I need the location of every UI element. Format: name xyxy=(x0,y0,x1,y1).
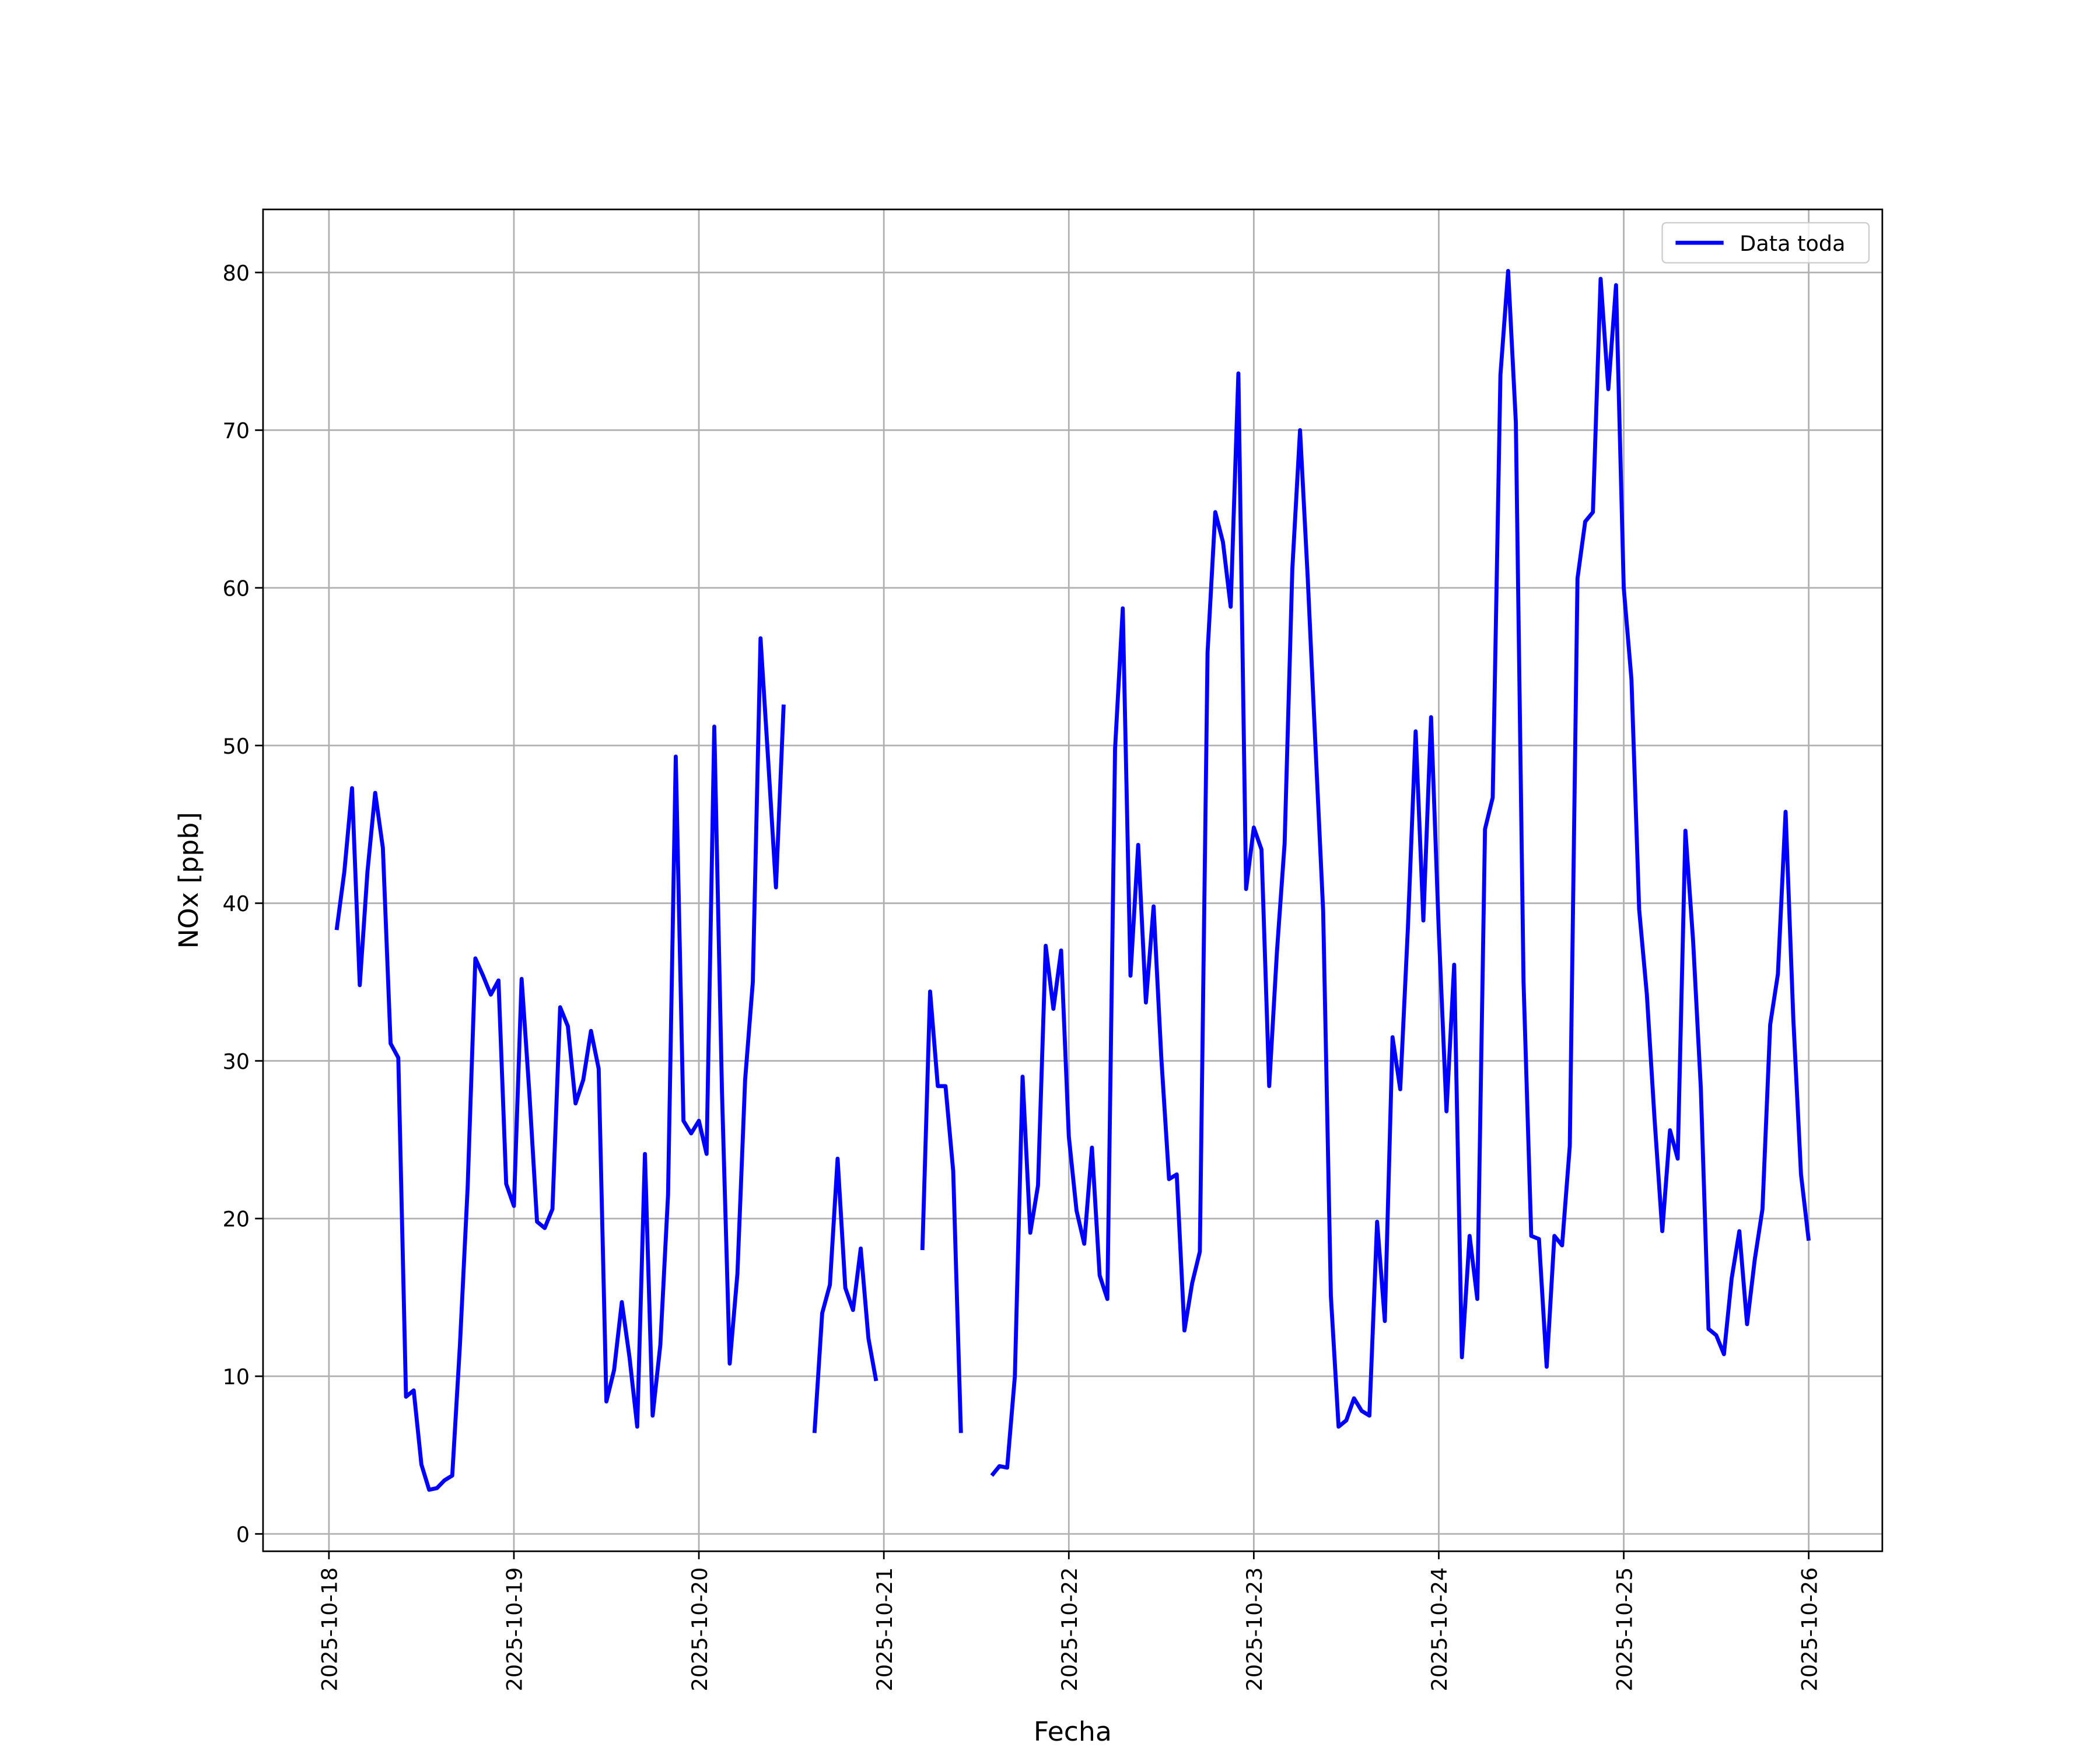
plot-frame xyxy=(262,208,1884,1552)
x-tick-label: 2025-10-19 xyxy=(502,1567,527,1692)
y-tick-label: 80 xyxy=(223,261,250,286)
x-tick-label: 2025-10-21 xyxy=(872,1567,897,1692)
y-tick-label: 0 xyxy=(236,1522,250,1547)
y-tick-label: 10 xyxy=(223,1364,250,1390)
x-tick-label: 2025-10-20 xyxy=(687,1567,712,1692)
y-tick-label: 70 xyxy=(223,418,250,443)
legend-box xyxy=(1661,222,1870,264)
y-tick-label: 20 xyxy=(223,1207,250,1232)
x-tick-label: 2025-10-18 xyxy=(317,1567,342,1692)
y-tick-label: 40 xyxy=(223,891,250,916)
y-tick-label: 50 xyxy=(223,734,250,759)
x-tick-label: 2025-10-24 xyxy=(1427,1567,1452,1692)
data-line xyxy=(334,268,1811,1492)
legend: Data toda xyxy=(1661,222,1870,264)
x-tick-label: 2025-10-22 xyxy=(1057,1567,1082,1692)
x-tick-label: 2025-10-26 xyxy=(1797,1567,1822,1692)
x-tick-label: 2025-10-23 xyxy=(1242,1567,1267,1692)
x-axis-label: Fecha xyxy=(1034,1716,1112,1747)
x-tick-label: 2025-10-25 xyxy=(1612,1567,1637,1692)
y-axis-label: NOx [ppb] xyxy=(173,812,204,949)
y-tick-label: 30 xyxy=(223,1049,250,1074)
legend-label: Data toda xyxy=(1740,231,1845,256)
y-tick-label: 60 xyxy=(223,576,250,601)
